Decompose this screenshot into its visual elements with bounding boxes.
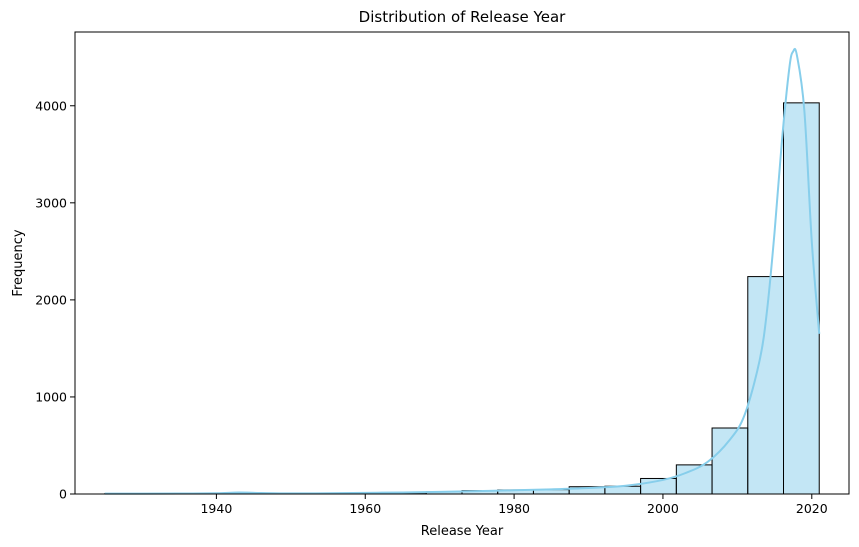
y-tick-label-2000: 2000 bbox=[35, 292, 67, 307]
histogram-bars bbox=[104, 102, 820, 495]
chart-title: Distribution of Release Year bbox=[359, 8, 566, 26]
x-tick-label-2020: 2020 bbox=[796, 501, 828, 516]
plot-frame bbox=[74, 31, 850, 495]
x-tick-label-1940: 1940 bbox=[200, 501, 232, 516]
x-tick-label-1960: 1960 bbox=[349, 501, 381, 516]
y-tick-label-0: 0 bbox=[59, 487, 67, 502]
x-axis-ticks: 1940 1960 1980 2000 2020 bbox=[200, 494, 828, 516]
histogram-bar-19 bbox=[783, 102, 820, 495]
y-tick-label-3000: 3000 bbox=[35, 195, 67, 210]
x-tick-label-1980: 1980 bbox=[498, 501, 530, 516]
x-axis-label: Release Year bbox=[421, 524, 504, 539]
x-tick-label-2000: 2000 bbox=[647, 501, 679, 516]
y-tick-label-4000: 4000 bbox=[35, 98, 67, 113]
kde-curve bbox=[104, 47, 821, 495]
histogram-bar-17 bbox=[711, 427, 749, 495]
y-axis-ticks: 0 1000 2000 3000 4000 bbox=[35, 98, 75, 502]
y-axis-label: Frequency bbox=[11, 229, 26, 296]
y-tick-label-1000: 1000 bbox=[35, 389, 67, 404]
